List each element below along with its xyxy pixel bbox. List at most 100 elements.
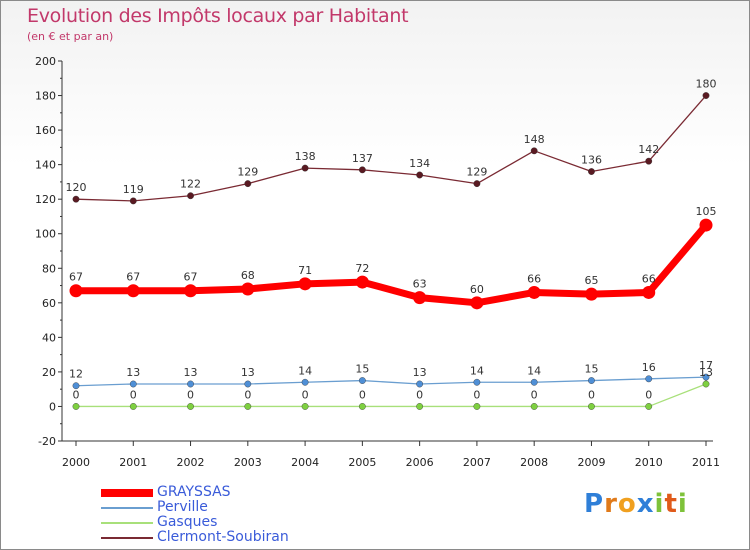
data-label-gasques: 0 [359,388,366,401]
data-point-clermont-soubiran [129,197,137,205]
data-label-gasques: 0 [531,388,538,401]
data-point-perville [187,380,194,388]
data-label-gasques: 0 [416,388,423,401]
data-label-perville: 14 [527,364,541,377]
legend-label-clermont-soubiran: Clermont-Soubiran [157,529,289,545]
x-tick-label: 2000 [62,456,90,469]
data-point-grayssas [69,284,83,298]
data-label-perville: 14 [298,364,312,377]
series-line-gasques [76,383,707,408]
legend-swatch-clermont-soubiran [101,537,153,539]
x-tick-label: 2002 [177,456,205,469]
x-tick-label: 2006 [406,456,434,469]
data-label-perville: 13 [184,366,198,379]
data-label-gasques: 13 [699,366,713,379]
legend-label-grayssas: GRAYSSAS [157,484,231,500]
data-point-clermont-soubiran [530,147,538,155]
x-tick-label: 2008 [520,456,548,469]
value-labels: 120 119 122 129 138 137 134 129 148 136 142 180 12 13… [66,78,717,402]
legend-swatch-grayssas [101,489,153,497]
data-label-clermont-soubiran: 134 [409,157,430,170]
data-label-grayssas: 105 [696,205,717,218]
logo-letter: o [617,489,637,519]
y-tick-label: 160 [35,124,56,137]
data-label-grayssas: 68 [241,269,255,282]
data-point-perville [702,373,710,381]
data-point-perville [129,380,137,388]
data-point-grayssas [413,291,427,305]
y-tick-label: 180 [35,90,56,103]
logo-letter: i [677,489,688,519]
data-label-clermont-soubiran: 119 [123,183,144,196]
chart-title: Evolution des Impôts locaux par Habitant [27,5,409,27]
x-tick-label: 2003 [234,456,262,469]
data-point-clermont-soubiran [301,164,309,172]
x-tick-label: 2004 [291,456,319,469]
data-point-gasques [129,403,137,410]
data-label-gasques: 0 [130,388,137,401]
data-label-grayssas: 60 [470,283,484,296]
data-point-perville [244,380,252,388]
data-label-perville: 16 [642,361,656,374]
y-tick-label: 100 [35,228,56,241]
data-label-perville: 13 [413,366,427,379]
legend-swatch-gasques [101,522,153,524]
data-point-clermont-soubiran [473,180,481,188]
data-point-perville [416,380,424,388]
data-point-gasques [645,403,653,410]
data-point-gasques [187,403,194,410]
y-tick-label: 80 [42,262,56,275]
logo-letter: x [636,489,655,519]
data-label-perville: 13 [241,366,255,379]
data-label-gasques: 0 [588,388,595,401]
data-label-perville: 13 [126,366,140,379]
data-point-clermont-soubiran [72,195,80,203]
data-point-clermont-soubiran [187,192,194,200]
data-point-grayssas [241,282,255,296]
data-point-gasques [416,403,424,410]
data-label-grayssas: 67 [69,271,83,284]
data-point-gasques [588,403,595,410]
data-point-perville [72,382,80,390]
data-point-grayssas [470,296,484,310]
data-label-grayssas: 72 [355,262,369,275]
data-label-perville: 15 [355,363,369,376]
data-label-clermont-soubiran: 122 [180,178,201,191]
legend-label-perville: Perville [157,499,208,515]
data-label-clermont-soubiran: 120 [66,181,87,194]
data-point-clermont-soubiran [702,92,710,99]
data-label-gasques: 0 [302,388,309,401]
data-point-gasques [358,403,366,410]
data-label-clermont-soubiran: 136 [581,154,602,167]
data-label-gasques: 0 [645,388,652,401]
legend-swatch-perville [101,507,153,509]
data-point-grayssas [126,284,140,298]
y-tick-label: 200 [35,55,56,68]
logo-letter: r [604,489,618,519]
data-point-grayssas [298,277,312,291]
data-point-grayssas [642,285,656,299]
data-label-perville: 17 [699,359,713,372]
data-point-perville [358,377,366,384]
series-layer [69,92,713,410]
data-point-gasques [530,403,538,410]
data-point-clermont-soubiran [588,168,595,175]
data-point-grayssas [355,275,369,289]
data-point-gasques [72,403,80,410]
series-line-clermont-soubiran [75,95,707,202]
data-label-perville: 14 [470,364,484,377]
data-label-clermont-soubiran: 138 [295,150,316,163]
data-point-clermont-soubiran [645,157,653,165]
x-tick-label: 2011 [692,456,720,469]
series-line-perville [75,376,707,387]
chart-subtitle: (en € et par an) [27,30,114,43]
y-tick-label: 40 [42,331,56,344]
data-point-gasques [473,403,481,410]
data-label-grayssas: 66 [642,272,656,285]
logo-letter: i [654,489,665,519]
data-label-grayssas: 67 [126,271,140,284]
data-point-perville [588,377,595,384]
data-label-gasques: 0 [73,388,80,401]
